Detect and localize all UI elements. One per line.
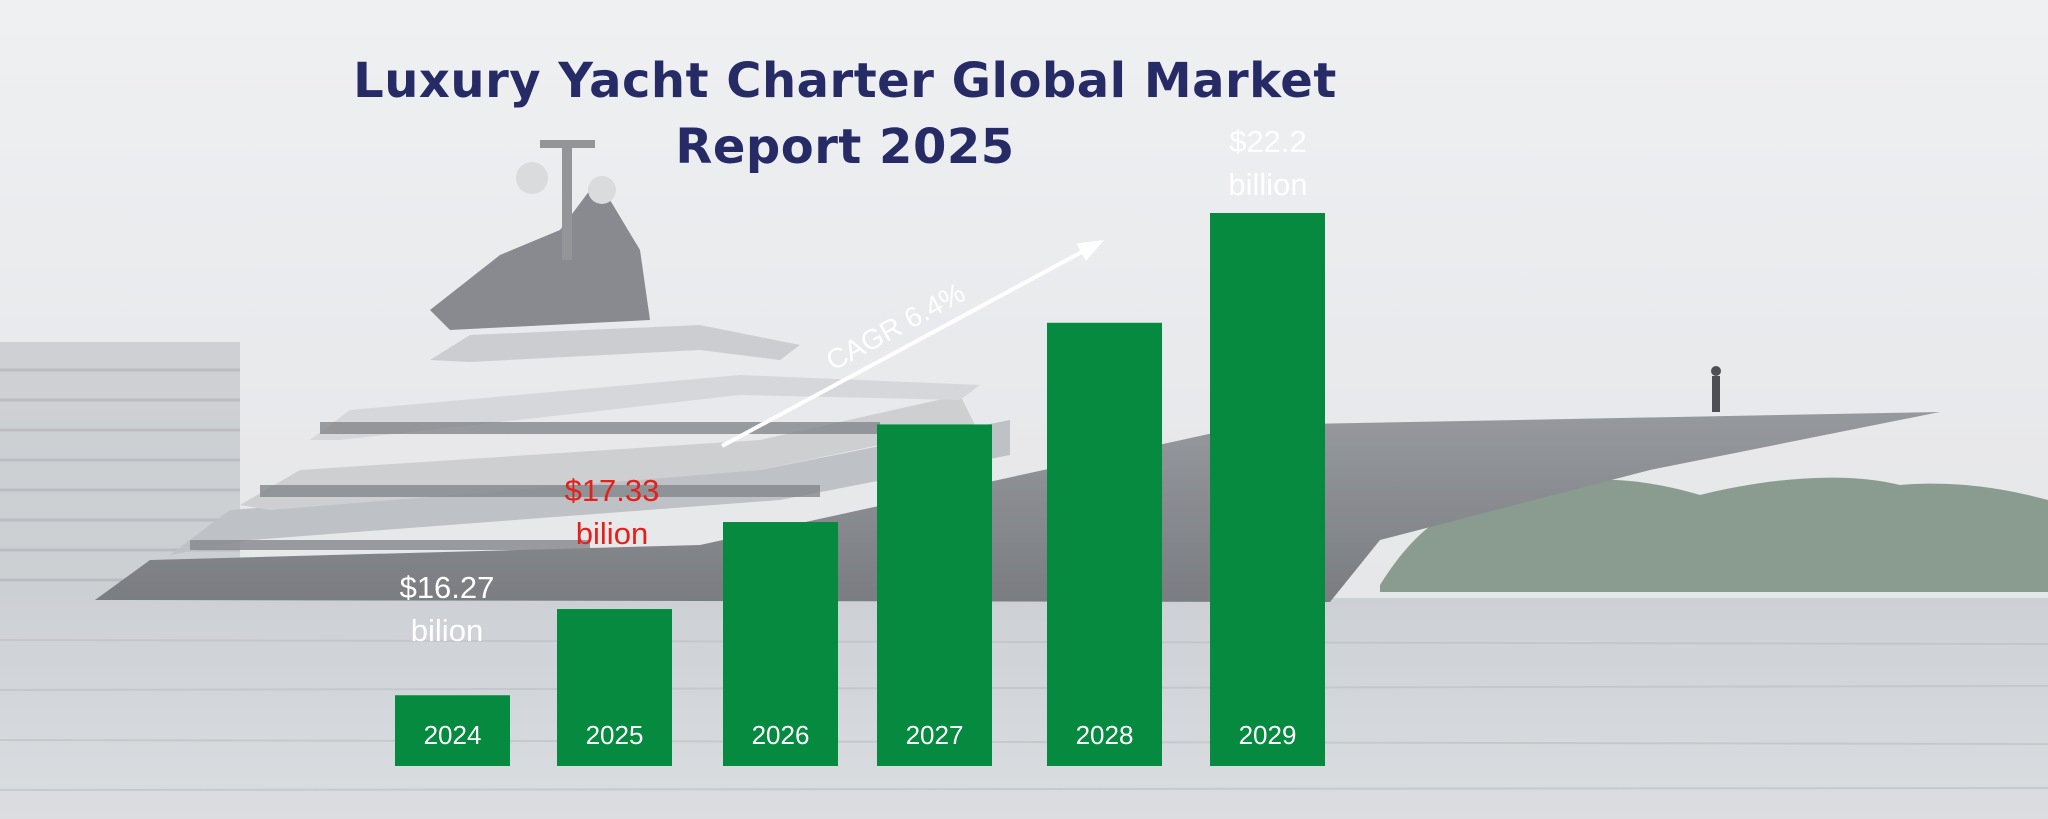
x-tick-label-2029: 2029	[1239, 720, 1297, 750]
bar-2027	[877, 424, 992, 766]
cagr-arrow-head	[1076, 240, 1104, 262]
bar-2024	[395, 695, 510, 766]
bar-2026	[723, 522, 838, 766]
data-label-2029-value: $22.2	[1229, 124, 1307, 159]
x-tick-label-2028: 2028	[1076, 720, 1134, 750]
data-label-2024-value: $16.27	[400, 570, 495, 605]
data-label-2025-value: $17.33	[565, 473, 660, 508]
bar-2025	[557, 609, 672, 766]
title-line-2: Report 2025	[675, 119, 1015, 175]
data-label-2025-unit: bilion	[576, 516, 648, 551]
chart-title: Luxury Yacht Charter Global Market Repor…	[330, 48, 1360, 180]
x-tick-label-2027: 2027	[906, 720, 964, 750]
bar-2029	[1210, 213, 1325, 766]
title-line-1: Luxury Yacht Charter Global Market	[353, 53, 1337, 109]
bar-2028	[1047, 322, 1162, 766]
cagr-annotation: CAGR 6.4%	[821, 277, 970, 377]
cagr-arrow-line	[721, 246, 1090, 448]
x-tick-label-2025: 2025	[586, 720, 644, 750]
x-tick-label-2026: 2026	[752, 720, 810, 750]
data-label-2029-unit: billion	[1228, 167, 1307, 202]
data-label-2024-unit: bilion	[411, 613, 483, 648]
x-tick-label-2024: 2024	[424, 720, 482, 750]
